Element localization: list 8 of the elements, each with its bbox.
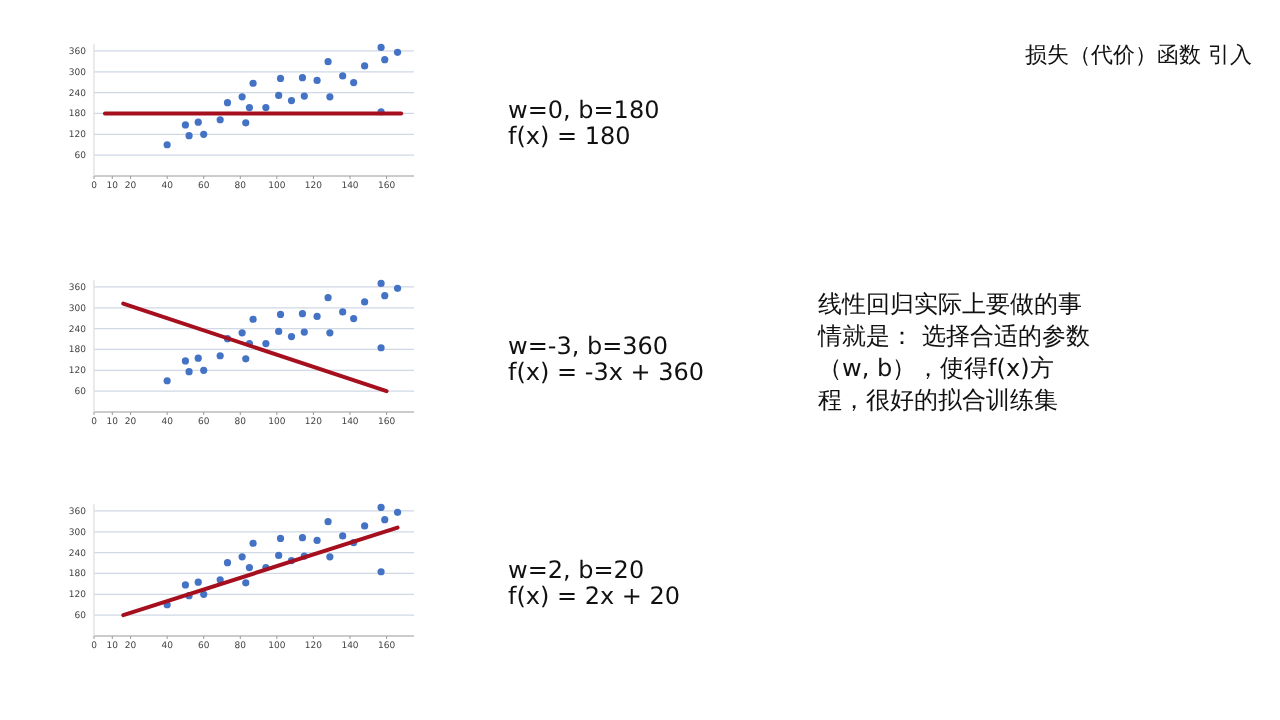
text: w=2, b=20 xyxy=(508,556,645,584)
text: f(x) = -3x + 360 xyxy=(508,358,705,386)
text: f(x) = 2x + 20 xyxy=(508,582,681,610)
text: 损失（代价）函数 引入 xyxy=(1025,40,1252,70)
text: w=0, b=180 xyxy=(508,96,660,124)
text: w=-3, b=360 xyxy=(508,332,669,360)
text: f(x) = 180 xyxy=(508,122,631,150)
text: 线性回归实际上要做的事情就是： 选择合适的参数（w, b），使得f(x)方程，很好的拟合训练集 xyxy=(818,288,1092,416)
